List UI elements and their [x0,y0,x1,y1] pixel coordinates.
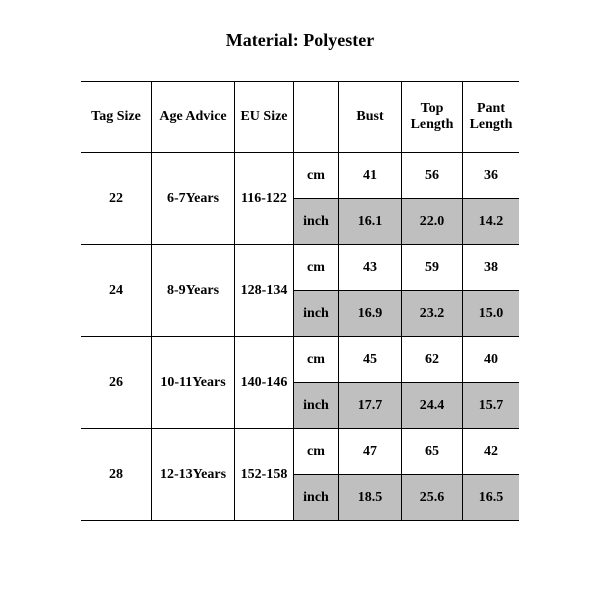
col-eu-size: EU Size [235,82,294,153]
col-bust: Bust [339,82,402,153]
cell-unit-cm: cm [294,429,339,475]
col-age-advice: Age Advice [152,82,235,153]
cell-eu: 140-146 [235,337,294,429]
cell-unit-cm: cm [294,153,339,199]
cell-eu: 116-122 [235,153,294,245]
cell-age: 12-13Years [152,429,235,521]
col-tag-size: Tag Size [81,82,152,153]
table-row: 26 10-11Years 140-146 cm 45 62 40 [81,337,519,383]
cell-unit-cm: cm [294,337,339,383]
cell-pant-cm: 40 [463,337,520,383]
cell-tag: 28 [81,429,152,521]
cell-top-cm: 65 [402,429,463,475]
cell-bust-cm: 47 [339,429,402,475]
cell-unit-cm: cm [294,245,339,291]
cell-pant-inch: 15.0 [463,291,520,337]
cell-bust-inch: 16.1 [339,199,402,245]
cell-bust-cm: 43 [339,245,402,291]
col-pant-length: Pant Length [463,82,520,153]
col-top-length: Top Length [402,82,463,153]
cell-pant-cm: 36 [463,153,520,199]
cell-pant-inch: 14.2 [463,199,520,245]
cell-eu: 152-158 [235,429,294,521]
cell-pant-cm: 42 [463,429,520,475]
cell-unit-inch: inch [294,383,339,429]
cell-bust-inch: 18.5 [339,475,402,521]
cell-unit-inch: inch [294,291,339,337]
col-unit [294,82,339,153]
table-row: 22 6-7Years 116-122 cm 41 56 36 [81,153,519,199]
cell-unit-inch: inch [294,199,339,245]
table-row: 24 8-9Years 128-134 cm 43 59 38 [81,245,519,291]
cell-top-inch: 25.6 [402,475,463,521]
cell-tag: 24 [81,245,152,337]
cell-top-cm: 56 [402,153,463,199]
cell-top-cm: 59 [402,245,463,291]
cell-pant-cm: 38 [463,245,520,291]
cell-bust-cm: 41 [339,153,402,199]
table-header-row: Tag Size Age Advice EU Size Bust Top Len… [81,82,519,153]
cell-top-cm: 62 [402,337,463,383]
cell-age: 6-7Years [152,153,235,245]
cell-top-inch: 24.4 [402,383,463,429]
cell-pant-inch: 15.7 [463,383,520,429]
cell-bust-inch: 16.9 [339,291,402,337]
cell-tag: 22 [81,153,152,245]
cell-pant-inch: 16.5 [463,475,520,521]
table-row: 28 12-13Years 152-158 cm 47 65 42 [81,429,519,475]
cell-age: 8-9Years [152,245,235,337]
cell-top-inch: 23.2 [402,291,463,337]
cell-eu: 128-134 [235,245,294,337]
cell-bust-inch: 17.7 [339,383,402,429]
size-table: Tag Size Age Advice EU Size Bust Top Len… [81,81,519,521]
table-body: 22 6-7Years 116-122 cm 41 56 36 inch 16.… [81,153,519,521]
cell-age: 10-11Years [152,337,235,429]
cell-unit-inch: inch [294,475,339,521]
cell-tag: 26 [81,337,152,429]
cell-bust-cm: 45 [339,337,402,383]
cell-top-inch: 22.0 [402,199,463,245]
page-title: Material: Polyester [0,0,600,81]
